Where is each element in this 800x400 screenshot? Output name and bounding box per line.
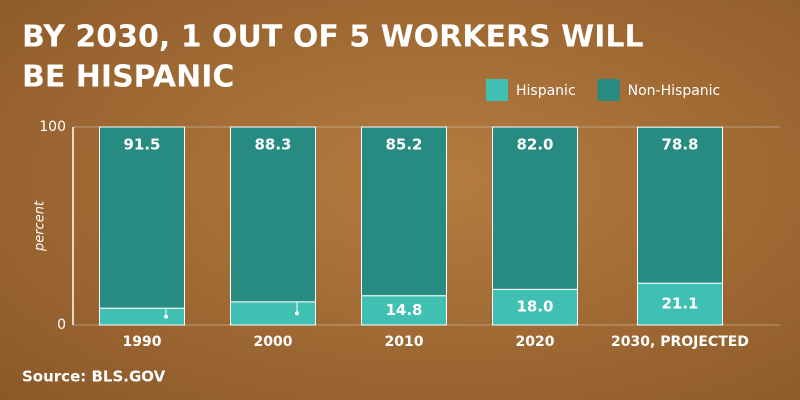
y-tick-label: 100 [39, 119, 66, 135]
leader-dot [295, 311, 299, 316]
bar-segment [99, 126, 185, 309]
bar-segment [230, 301, 316, 326]
bar-segment [230, 126, 316, 303]
y-tick-label: 0 [57, 317, 66, 333]
value-label: 85.2 [385, 136, 422, 154]
value-label: 14.8 [385, 301, 422, 319]
value-label: 91.5 [123, 136, 160, 154]
bar-segment [637, 282, 723, 326]
leader-dot [164, 314, 168, 319]
bar-segment [361, 295, 447, 326]
source: Source: BLS.GOV [22, 368, 166, 386]
bar-segment [99, 307, 185, 326]
x-tick-label: 1990 [123, 334, 162, 350]
y-axis-label: percent [33, 200, 48, 252]
bar-segment [637, 126, 723, 284]
legend-swatch [486, 79, 508, 101]
bar-segment [492, 288, 578, 326]
chart-title: BE HISPANIC [22, 60, 234, 95]
value-label: 88.3 [254, 136, 291, 154]
value-label: 21.1 [661, 295, 698, 313]
legend-swatch [597, 79, 620, 101]
legend-label: Hispanic [516, 83, 576, 99]
chart-title: BY 2030, 1 OUT OF 5 WORKERS WILL [22, 20, 644, 55]
legend-label: Non-Hispanic [628, 83, 721, 99]
x-tick-label: 2000 [254, 334, 293, 350]
value-label: 82.0 [516, 136, 553, 154]
value-label: 78.8 [661, 136, 698, 154]
bar-segment [361, 126, 447, 297]
x-tick-label: 2030, PROJECTED [611, 334, 749, 350]
bar-segment [492, 126, 578, 290]
x-tick-label: 2020 [516, 334, 555, 350]
x-tick-label: 2010 [385, 334, 424, 350]
value-label: 18.0 [516, 298, 553, 316]
